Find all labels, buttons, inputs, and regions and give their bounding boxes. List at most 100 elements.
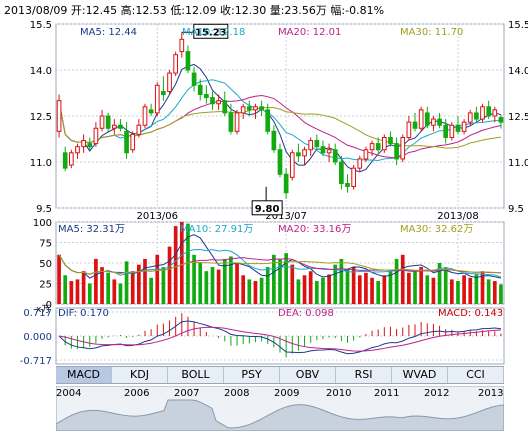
volume-bar [351, 267, 356, 304]
tab-boll[interactable]: BOLL [168, 367, 224, 383]
candle-body [124, 130, 129, 154]
macd-tick: -0.717 [20, 356, 52, 366]
volume-bar [407, 272, 411, 304]
candle-body [412, 121, 418, 129]
tab-wvad[interactable]: WVAD [392, 367, 448, 383]
macd-legend-item: DEA: 0.098 [278, 308, 334, 319]
candle-body [75, 146, 80, 154]
volume-bar [222, 258, 227, 304]
volume-bar [81, 271, 86, 304]
candle-body [179, 38, 185, 53]
volume-bar [443, 267, 448, 304]
volume-bar [486, 279, 491, 304]
volume-bar [63, 275, 68, 304]
volume-bar [75, 279, 80, 304]
price-tick-right: 12.5 [508, 112, 528, 123]
volume-bar [388, 269, 393, 304]
volume-legend-item: MA5: 32.31万 [58, 224, 125, 235]
timeline-navigator[interactable]: 2004 2006 2007 2008 2009 2010 2011 2012 2013 [55, 385, 505, 432]
price-tick-left: 15.5 [30, 20, 52, 31]
candle-body [148, 109, 154, 114]
volume-bar [290, 264, 295, 304]
candle-body [173, 54, 179, 74]
candle-body [351, 167, 356, 188]
candle-body [418, 109, 424, 129]
volume-tick: 100 [33, 218, 52, 229]
volume-bar [413, 271, 417, 304]
price-x-tick: 2013/06 [136, 211, 178, 222]
candle-body [357, 158, 363, 169]
volume-bar [339, 258, 344, 304]
price-tick-right: 15.5 [508, 20, 528, 31]
volume-bar [124, 261, 129, 304]
candle-body [320, 146, 326, 154]
volume-bar [106, 272, 111, 304]
candle-body [314, 140, 320, 148]
candle-body [111, 124, 117, 129]
dea-line [58, 326, 501, 352]
price-tick-left: 11.0 [30, 158, 52, 169]
volume-bar [155, 254, 160, 304]
candle-body [381, 136, 387, 151]
candle-body [302, 149, 307, 157]
timeline-year-label: 2004 [56, 388, 82, 399]
candle-body [498, 117, 504, 123]
candle-body [259, 106, 264, 111]
macd-tick: 0.000 [23, 332, 52, 343]
timeline-area [55, 399, 505, 432]
candle-body [424, 112, 430, 126]
tab-rsi[interactable]: RSI [336, 367, 392, 383]
timeline-year-label: 2007 [174, 388, 200, 399]
tab-cci[interactable]: CCI [448, 367, 504, 383]
low-annotation-label: 9.80 [255, 204, 280, 215]
candle-body [400, 136, 406, 160]
volume-bar [130, 271, 135, 304]
candle-body [437, 118, 442, 126]
timeline-year-label: 2010 [326, 388, 352, 399]
candle-body [492, 109, 498, 117]
tab-macd[interactable]: MACD [56, 367, 112, 383]
price-legend-item: MA20: 12.01 [278, 27, 341, 38]
volume-bar [272, 254, 276, 304]
tab-kdj[interactable]: KDJ [112, 367, 168, 383]
candle-body [240, 106, 246, 114]
candle-body [56, 100, 62, 132]
candle-body [455, 124, 461, 132]
volume-bar [204, 271, 209, 304]
quote-volume: 量:23.56万 [269, 4, 327, 17]
volume-legend-item: MA30: 32.62万 [400, 224, 473, 235]
candle-body [431, 118, 436, 126]
candle-body [167, 72, 172, 92]
candle-body [118, 124, 123, 129]
quote-header: 2013/08/09 开:12.45 高:12.53 低:12.09 收:12.… [0, 0, 528, 22]
candle-body [222, 100, 228, 114]
candle-body [388, 136, 393, 145]
volume-bar [382, 275, 387, 304]
volume-bar [247, 279, 252, 304]
volume-bar [69, 281, 74, 304]
high-annotation-label: 15.23 [195, 27, 227, 38]
candle-body [406, 121, 412, 138]
volume-bar [468, 277, 473, 304]
candle-body [197, 84, 203, 96]
volume-bar [210, 267, 215, 304]
volume-bar [100, 267, 104, 304]
volume-bar [419, 267, 423, 304]
volume-bar [278, 258, 282, 304]
volume-bar [179, 222, 184, 304]
timeline-year-label: 2009 [274, 388, 300, 399]
volume-bar [229, 256, 233, 304]
candle-body [216, 100, 221, 105]
candle-body [474, 112, 479, 120]
volume-bar [314, 281, 319, 304]
volume-bar [296, 279, 301, 304]
candle-body [283, 173, 289, 194]
volume-bar [161, 267, 166, 304]
tab-obv[interactable]: OBV [280, 367, 336, 383]
candle-body [62, 152, 68, 169]
tab-psy[interactable]: PSY [224, 367, 280, 383]
volume-bar [137, 264, 141, 304]
volume-bar [173, 226, 178, 304]
volume-bar [235, 263, 239, 304]
volume-bar [345, 269, 350, 304]
